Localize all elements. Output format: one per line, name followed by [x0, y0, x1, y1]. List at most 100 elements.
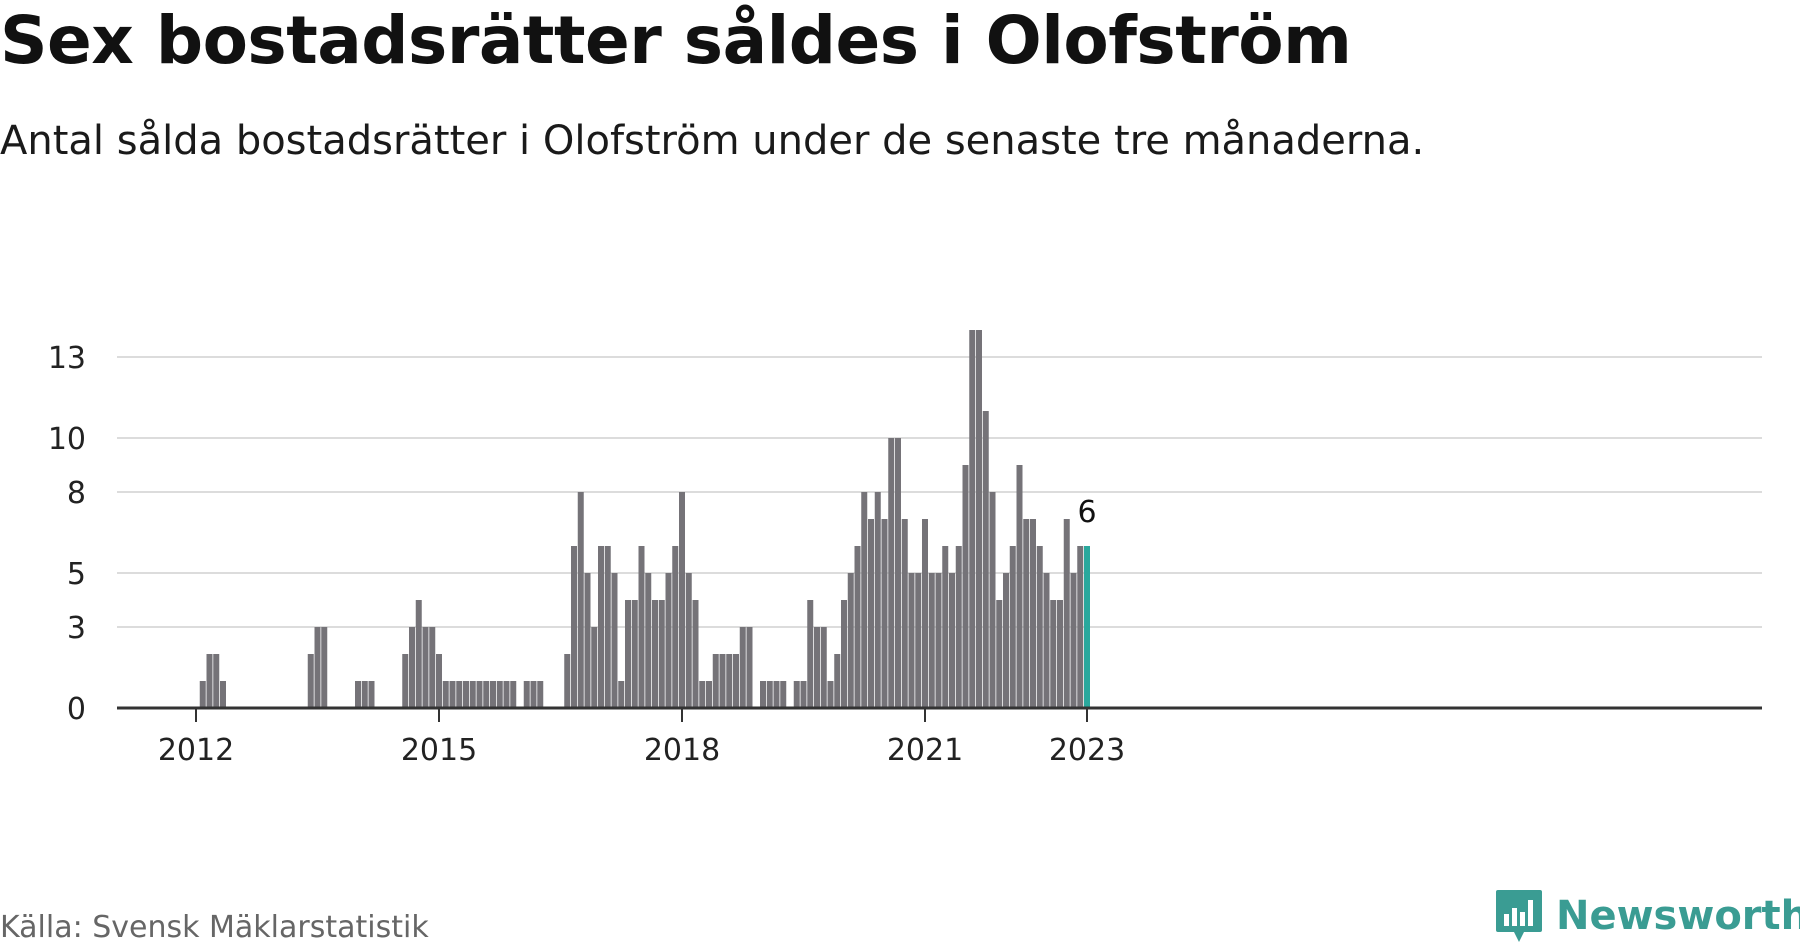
bar	[463, 681, 469, 708]
bar	[571, 546, 577, 708]
bar	[598, 546, 604, 708]
bar	[895, 438, 901, 708]
bar	[982, 411, 989, 708]
bar	[739, 627, 746, 708]
bar	[537, 681, 544, 708]
bar	[834, 654, 841, 708]
bar	[962, 465, 969, 708]
page-title: Sex bostadsrätter såldes i Olofström	[0, 2, 1352, 79]
bar	[800, 681, 807, 708]
bar	[1003, 573, 1009, 708]
bar	[1030, 519, 1036, 708]
bar	[638, 546, 645, 708]
bar	[827, 681, 834, 708]
bar	[355, 681, 361, 708]
bar	[868, 519, 874, 708]
bar	[314, 627, 321, 708]
bars	[199, 330, 1090, 708]
bar	[1063, 519, 1070, 708]
bar	[955, 546, 962, 708]
y-tick-label: 0	[67, 692, 86, 727]
bar	[442, 681, 449, 708]
bar	[692, 600, 699, 708]
bar	[874, 492, 881, 708]
bar	[746, 627, 753, 708]
bar	[814, 627, 820, 708]
labels: 0 3 5 8 10 13 2012 2015 2018 2021 2023 6	[48, 341, 1125, 768]
bar	[368, 681, 375, 708]
bar	[469, 681, 476, 708]
bar	[1070, 573, 1077, 708]
bar	[989, 492, 996, 708]
y-tick-label: 10	[48, 422, 86, 457]
bar	[733, 654, 739, 708]
bar	[726, 654, 733, 708]
bar	[361, 681, 368, 708]
bar	[861, 492, 868, 708]
bar	[658, 600, 665, 708]
bar	[530, 681, 537, 708]
bar	[928, 573, 935, 708]
bar	[577, 492, 584, 708]
bar	[625, 600, 631, 708]
x-tick-label: 2015	[401, 733, 477, 768]
bar	[409, 627, 415, 708]
y-tick-label: 5	[67, 557, 86, 592]
bar	[665, 573, 672, 708]
bar	[321, 627, 328, 708]
bar	[456, 681, 463, 708]
x-tick-label: 2018	[644, 733, 720, 768]
highlight-value-label: 6	[1077, 495, 1096, 530]
bar	[584, 573, 591, 708]
bar	[672, 546, 679, 708]
bar	[652, 600, 658, 708]
bar	[510, 681, 517, 708]
bar	[503, 681, 510, 708]
page-subtitle: Antal sålda bostadsrätter i Olofström un…	[0, 118, 1425, 164]
bar	[496, 681, 503, 708]
y-tick-label: 13	[48, 341, 86, 376]
bar	[591, 627, 598, 708]
bar	[1036, 546, 1043, 708]
bar	[220, 681, 226, 708]
bar	[847, 573, 854, 708]
axes	[117, 706, 1762, 722]
bar	[199, 681, 206, 708]
bar	[1023, 519, 1030, 708]
bar	[793, 681, 800, 708]
bar	[773, 681, 780, 708]
bar	[719, 654, 726, 708]
y-tick-label: 3	[67, 611, 86, 646]
bar	[618, 681, 625, 708]
source-note: Källa: Svensk Mäklarstatistik	[0, 910, 429, 945]
bar	[922, 519, 928, 708]
bar	[1057, 600, 1063, 708]
bar	[969, 330, 976, 708]
bar	[854, 546, 861, 708]
bar	[490, 681, 496, 708]
bar	[706, 681, 712, 708]
brand-logo: Newsworthy	[1494, 888, 1800, 944]
highlight-bar	[1084, 546, 1090, 708]
bar	[415, 600, 422, 708]
bar	[429, 627, 436, 708]
bar	[949, 573, 955, 708]
x-tick-label: 2023	[1049, 733, 1125, 768]
bar	[631, 600, 638, 708]
bar	[679, 492, 685, 708]
bar	[935, 573, 942, 708]
bar	[449, 681, 456, 708]
bar	[760, 681, 766, 708]
bar	[766, 681, 773, 708]
bar	[780, 681, 787, 708]
bar	[996, 600, 1003, 708]
bar	[523, 681, 530, 708]
bar	[888, 438, 895, 708]
bar	[1009, 546, 1016, 708]
bar	[307, 654, 314, 708]
bar	[908, 573, 915, 708]
bar	[807, 600, 814, 708]
bar	[901, 519, 908, 708]
chart-badge-icon	[1496, 890, 1542, 942]
bar-chart: 0 3 5 8 10 13 2012 2015 2018 2021 2023 6	[48, 330, 1762, 768]
